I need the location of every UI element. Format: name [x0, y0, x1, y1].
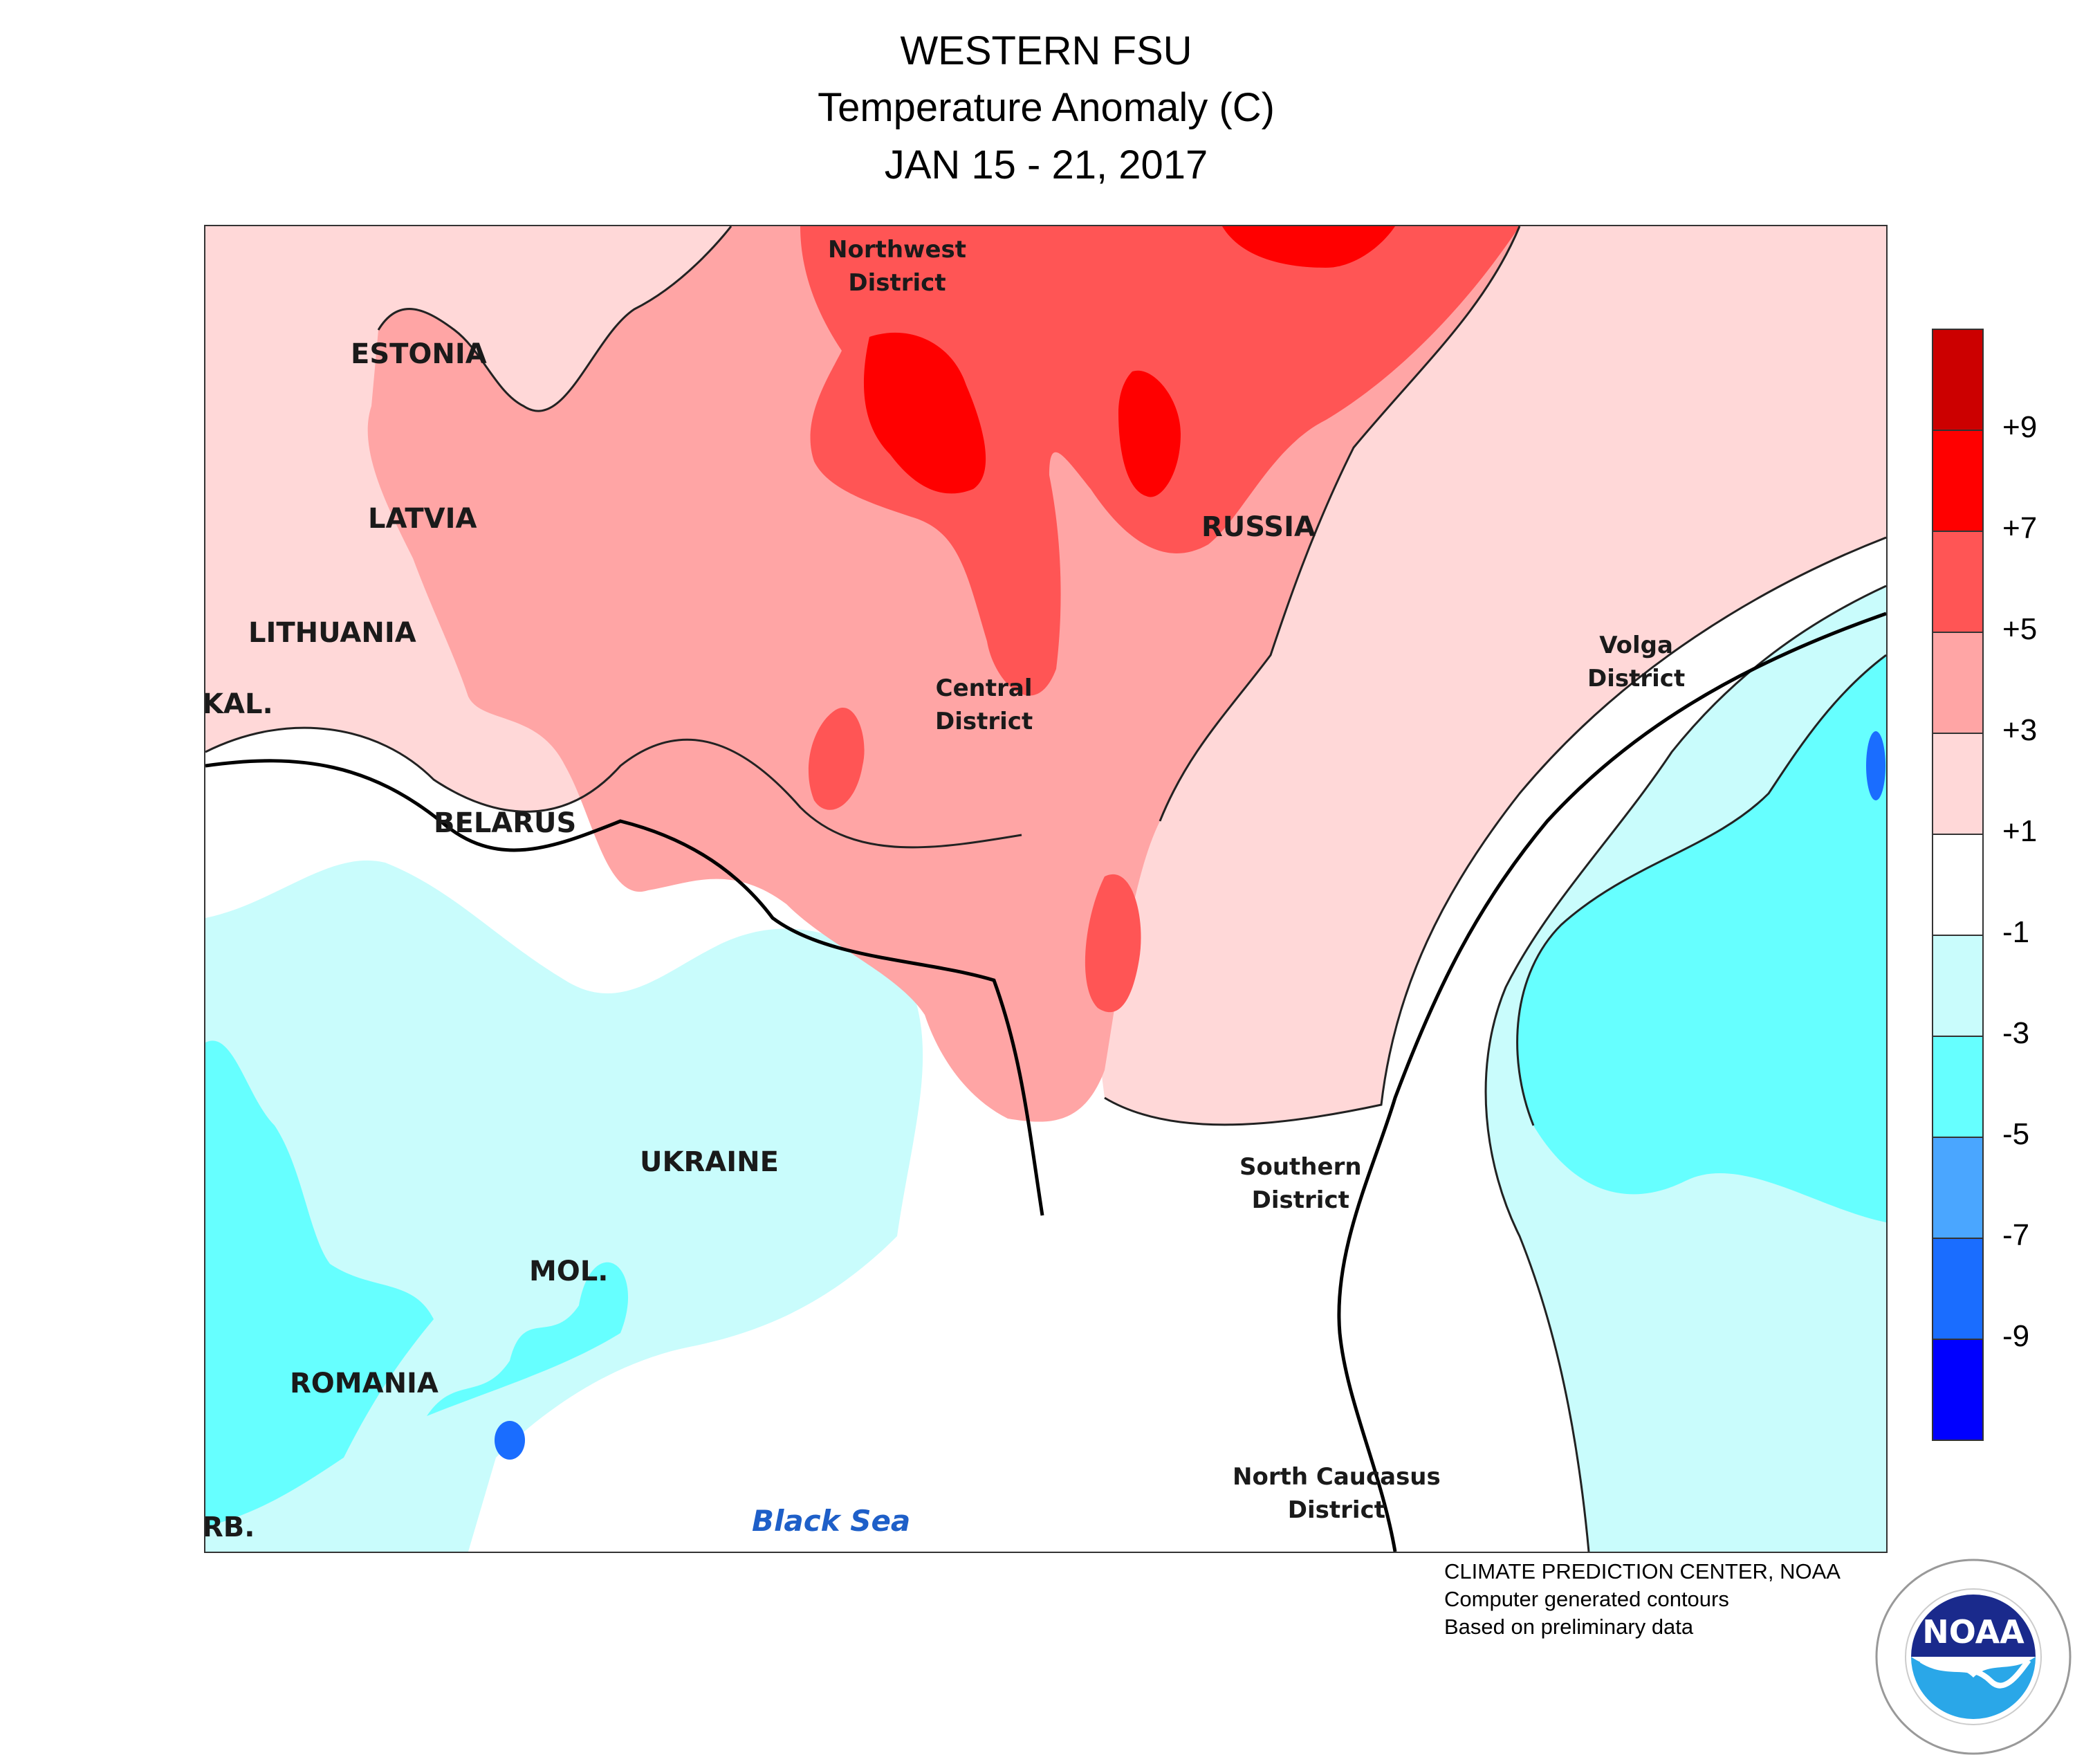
zone-minus5-minus3-east [1517, 655, 1886, 1222]
label-romania: ROMANIA [290, 1368, 439, 1399]
legend-label: +9 [2002, 410, 2038, 444]
label-mol: MOL. [529, 1256, 609, 1287]
legend-swatch [1932, 1239, 1984, 1340]
legend-swatch [1932, 835, 1984, 936]
legend-swatch [1932, 1037, 1984, 1138]
label-volga-district: Volga District [1587, 632, 1686, 692]
color-legend [1932, 329, 1984, 1441]
legend-swatch [1932, 1340, 1984, 1441]
zone-plus7-plus9-a [863, 332, 986, 494]
anomaly-contours [205, 226, 1886, 1552]
noaa-logo-wordmark: NOAA [1922, 1613, 2025, 1651]
zone-minus7-minus5-romania [495, 1421, 525, 1460]
legend-swatch [1932, 431, 1984, 532]
label-north-caucasus-district: North Caucasus District [1233, 1463, 1441, 1524]
legend-label: +3 [2002, 713, 2038, 747]
label-belarus: BELARUS [434, 807, 577, 839]
legend-label: +1 [2002, 814, 2038, 848]
label-northwest-district: Northwest District [828, 236, 966, 297]
legend-swatch [1932, 734, 1984, 835]
credit-line-3: Based on preliminary data [1444, 1615, 1694, 1639]
zone-plus5-plus7-central [808, 708, 865, 810]
zone-minus5-minus3-mol [427, 1262, 629, 1416]
title-line-2: Temperature Anomaly (C) [818, 85, 1275, 130]
anomaly-map: ESTONIA LATVIA LITHUANIA KAL. BELARUS UK… [204, 225, 1888, 1553]
title-line-3: JAN 15 - 21, 2017 [884, 143, 1208, 187]
legend-swatch [1932, 329, 1984, 431]
label-latvia: LATVIA [368, 503, 477, 535]
legend-swatch [1932, 532, 1984, 633]
legend-swatch [1932, 936, 1984, 1037]
legend-label: -5 [2002, 1117, 2030, 1151]
legend-swatch [1932, 633, 1984, 734]
zone-minus5-minus3-west [205, 1040, 434, 1527]
legend-label: -7 [2002, 1218, 2030, 1252]
zone-plus7-plus9-c [1222, 226, 1395, 268]
credit-line-2: Computer generated contours [1444, 1587, 1729, 1611]
label-ukraine: UKRAINE [640, 1146, 779, 1178]
legend-swatch [1932, 1138, 1984, 1239]
label-kal: KAL. [204, 688, 273, 720]
label-lithuania: LITHUANIA [248, 617, 416, 649]
legend-label: -9 [2002, 1319, 2030, 1353]
legend-label: +7 [2002, 511, 2038, 545]
label-black-sea: Black Sea [752, 1504, 911, 1538]
label-serbia: RB. [204, 1512, 255, 1543]
legend-label: -3 [2002, 1016, 2030, 1050]
label-estonia: ESTONIA [351, 338, 487, 370]
noaa-logo: NOAA [1875, 1559, 2072, 1755]
label-central-district: Central District [935, 674, 1033, 735]
legend-label: -1 [2002, 915, 2030, 949]
zone-minus7-minus5-east [1866, 731, 1885, 800]
zone-plus5-plus7-south [1085, 874, 1141, 1013]
credit-line-1: CLIMATE PREDICTION CENTER, NOAA [1444, 1559, 1841, 1583]
zone-plus7-plus9-b [1118, 370, 1181, 497]
legend-label: +5 [2002, 612, 2038, 646]
label-russia: RUSSIA [1201, 511, 1316, 543]
title-line-1: WESTERN FSU [900, 28, 1192, 73]
label-southern-district: Southern District [1239, 1153, 1362, 1214]
